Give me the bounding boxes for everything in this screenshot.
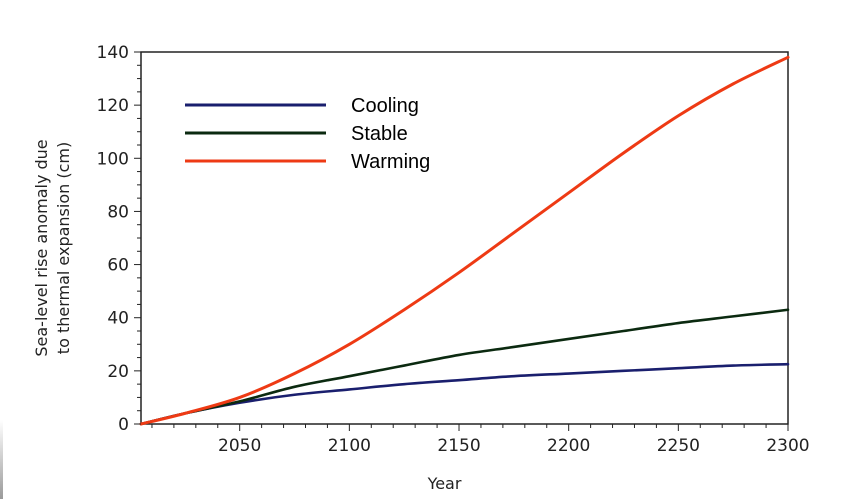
x-tick-label: 2200	[547, 436, 590, 456]
x-tick-label: 2100	[328, 436, 371, 456]
y-tick-label: 140	[97, 43, 129, 63]
x-axis: 2050 2100 2150 2200 2250 2300	[151, 424, 810, 456]
edge-shadow	[0, 420, 3, 499]
legend-label-cooling: Cooling	[351, 95, 419, 117]
series-layer	[139, 55, 790, 426]
y-tick-label: 0	[118, 415, 129, 435]
x-tick-label: 2250	[657, 436, 700, 456]
y-tick-label: 100	[97, 149, 129, 169]
y-tick-label: 60	[107, 256, 129, 276]
y-tick-label: 120	[97, 96, 129, 116]
legend-label-warming: Warming	[351, 151, 430, 173]
y-tick-label: 20	[107, 362, 129, 382]
series-line-stable	[139, 308, 790, 426]
y-tick-label: 40	[107, 309, 129, 329]
legend-label-stable: Stable	[351, 123, 408, 145]
x-tick-label: 2300	[766, 436, 809, 456]
y-tick-label: 80	[107, 202, 129, 222]
x-tick-label: 2150	[437, 436, 480, 456]
y-axis-title: Sea-level rise anomaly due to thermal ex…	[32, 139, 73, 356]
y-axis-title-line-2: to thermal expansion (cm)	[54, 142, 73, 354]
y-axis: 0 20 40 60 80 100 120 140	[97, 43, 141, 435]
series-line-warming	[139, 55, 790, 426]
y-axis-title-line-1: Sea-level rise anomaly due	[32, 139, 51, 356]
series-line-cooling	[139, 362, 790, 426]
x-tick-label: 2050	[218, 436, 261, 456]
x-axis-title: Year	[427, 474, 462, 493]
legend: Cooling Stable Warming	[185, 95, 430, 173]
